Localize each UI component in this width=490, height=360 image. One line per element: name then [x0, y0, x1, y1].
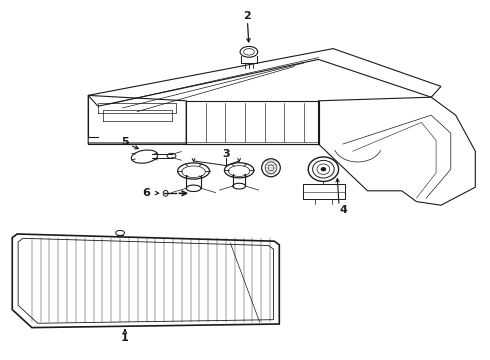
Text: 1: 1	[121, 333, 129, 343]
Text: 4: 4	[339, 204, 347, 215]
Text: 5: 5	[121, 137, 129, 147]
Ellipse shape	[321, 167, 326, 171]
Text: 2: 2	[244, 11, 251, 21]
Text: 6: 6	[142, 188, 150, 198]
Text: 3: 3	[222, 149, 230, 159]
